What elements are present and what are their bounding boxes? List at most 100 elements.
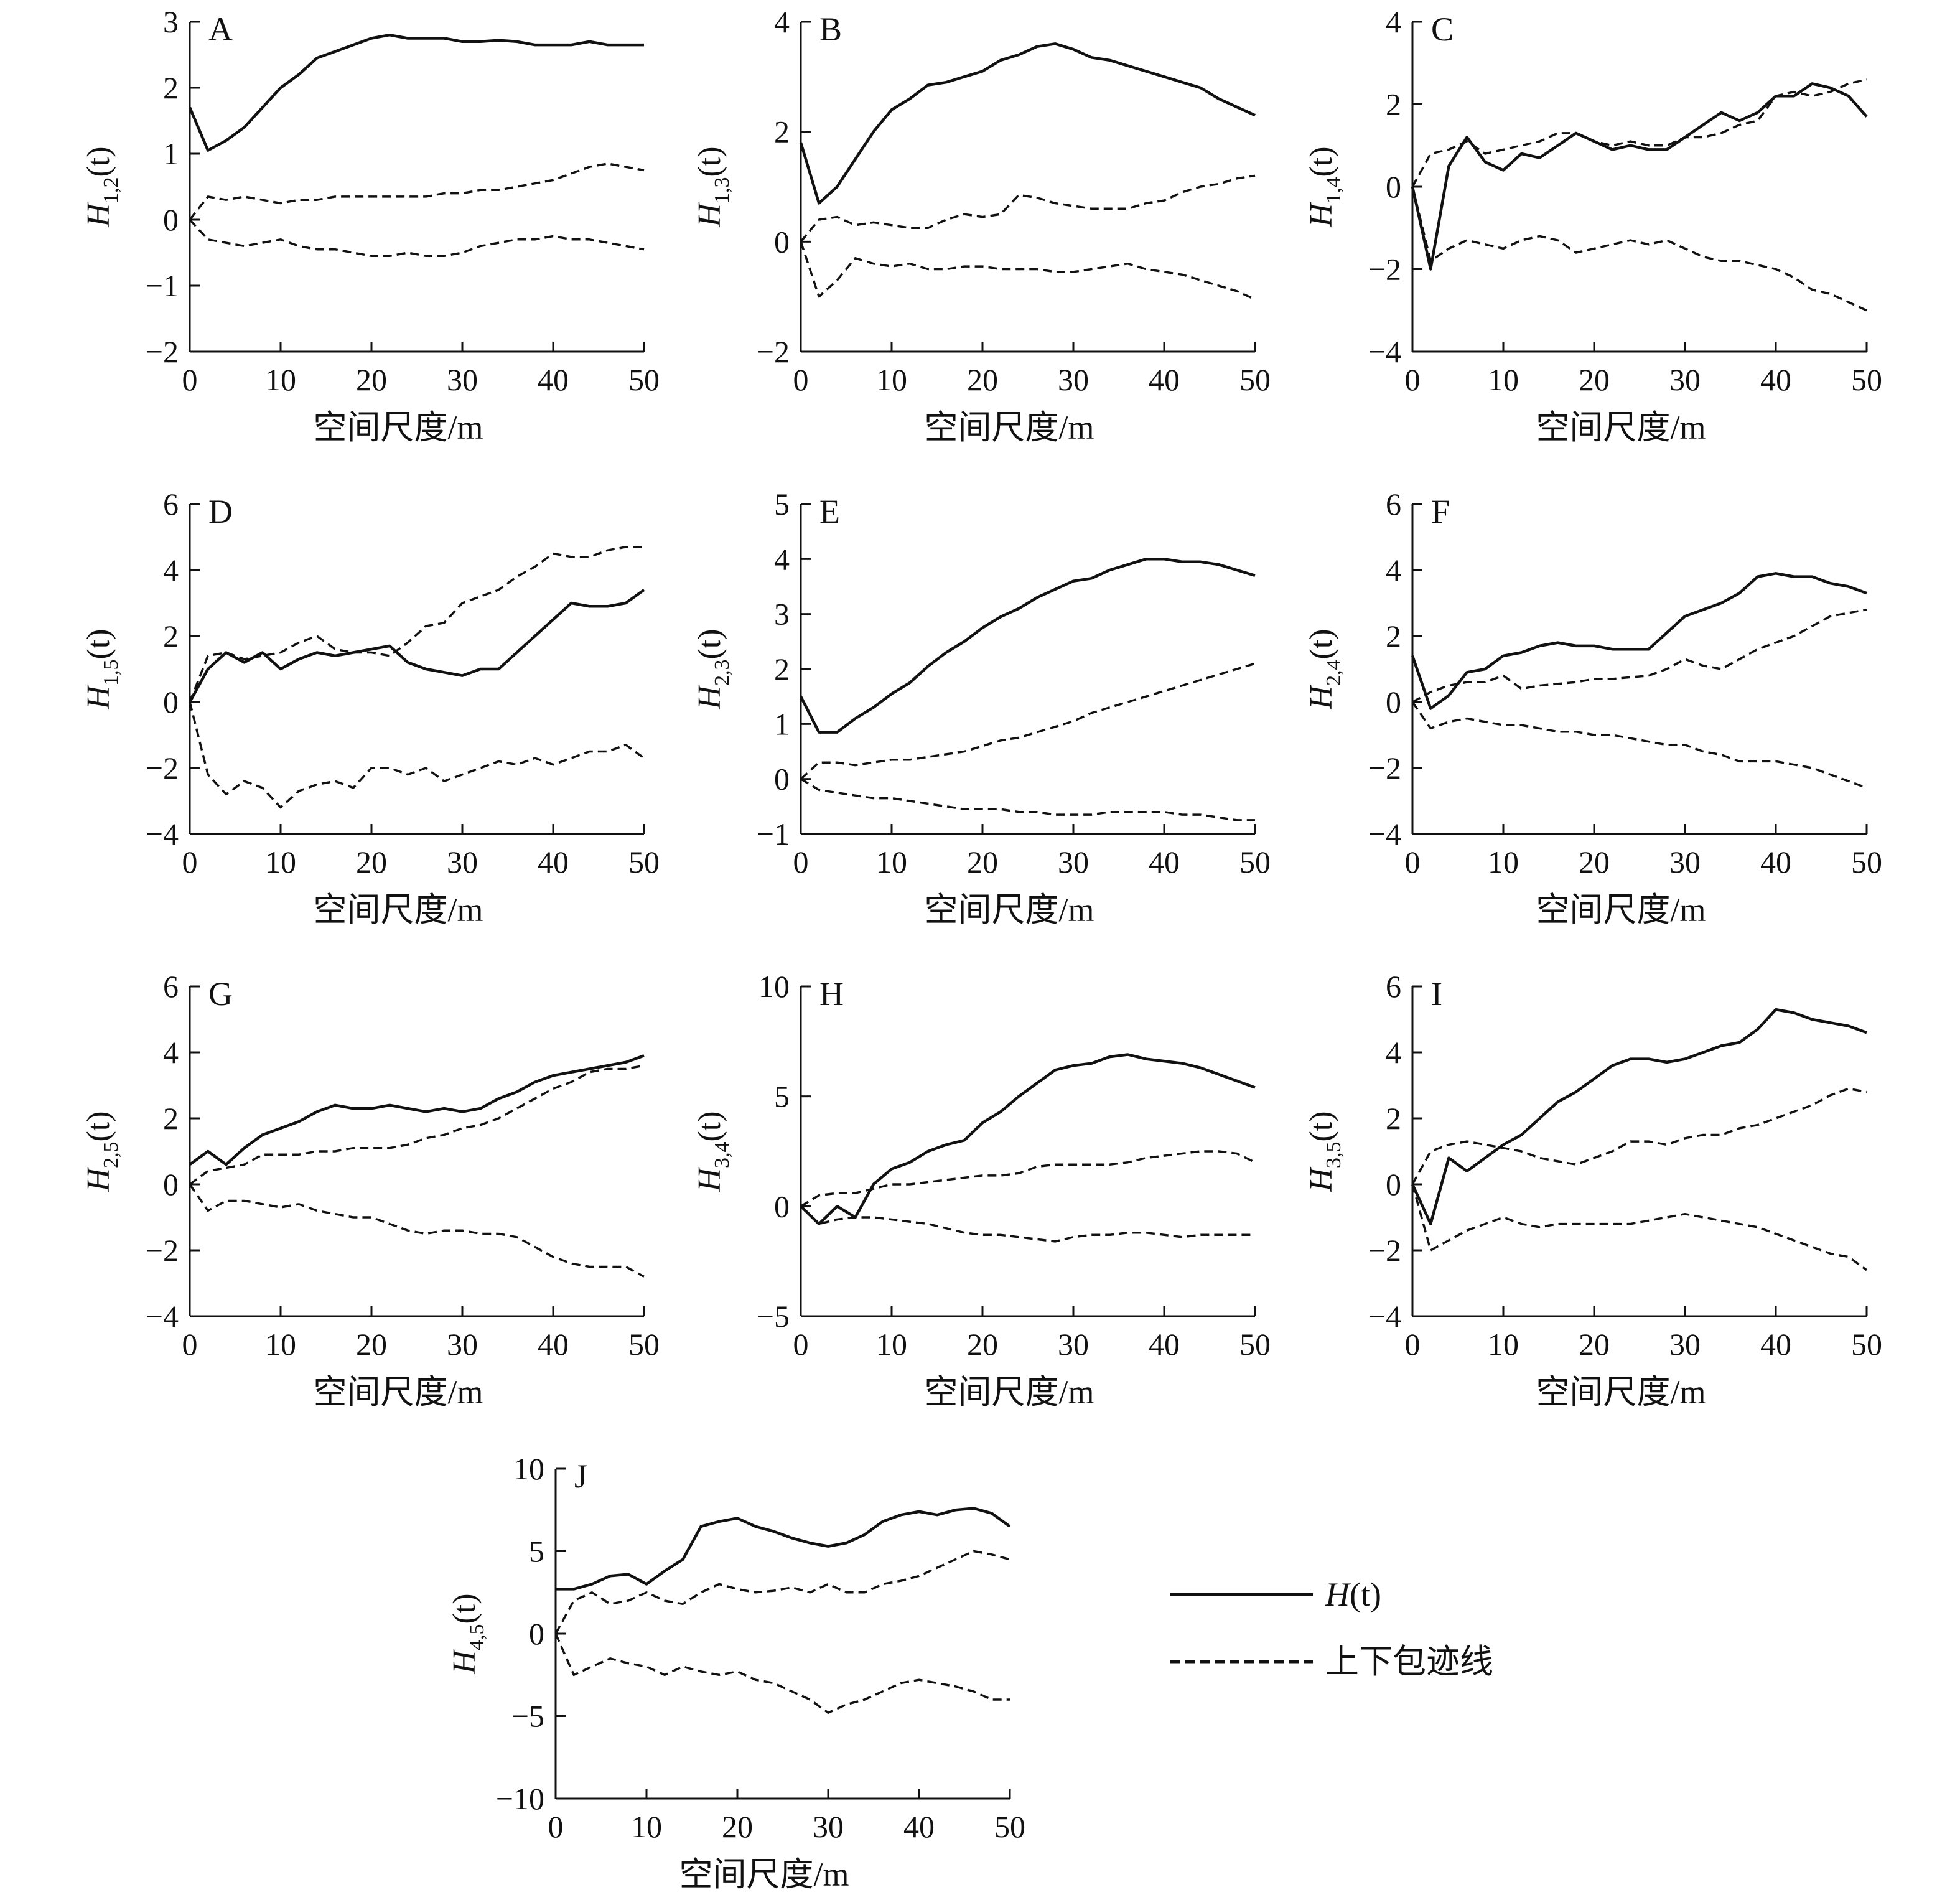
x-tick-label: 20 [356,1327,387,1362]
y-axis-label-arg: (t) [81,629,116,659]
x-tick-label: 30 [1669,845,1701,879]
y-tick-label: −4 [1368,1299,1401,1334]
chart-panel-g: −4 −2 0 2 4 6 0 10 20 30 40 50 G 空间尺度/m H2,5(t) [81,969,660,1411]
y-tick-label: 0 [1386,1167,1401,1202]
y-tick-label: 4 [163,1035,179,1070]
panel-label: C [1431,11,1454,48]
y-axis-label-arg: (t) [692,629,727,659]
x-tick-label: 40 [1149,362,1180,397]
series-h-t [1411,572,1867,710]
series-lower-envelope [1411,701,1867,789]
panel-label: J [574,1458,587,1495]
y-tick-label: 0 [774,1189,790,1224]
chart-panel-d: −4 −2 0 2 4 6 0 10 20 30 40 50 D 空间尺度/m H1,5(t) [81,487,660,929]
series-upper-envelope [554,1550,1010,1634]
x-tick-label: 0 [548,1809,564,1844]
x-axis-label: 空间尺度/m [313,891,483,929]
x-tick-label: 0 [182,1327,198,1362]
y-axis-label-sub: 1,3 [711,177,734,204]
y-tick-label: 4 [1386,4,1401,39]
x-tick-label: 0 [793,1327,809,1362]
y-tick-label: 2 [163,70,179,105]
y-tick-label: 0 [774,224,790,259]
legend: H(t) 上下包迹线 [1170,1576,1493,1680]
panel-label: B [819,11,842,48]
y-tick-label: −2 [1368,1233,1401,1268]
x-tick-label: 40 [1760,1327,1791,1362]
chart-panel-f: −4 −2 0 2 4 6 0 10 20 30 40 50 F 空间尺度/m H2,4(t) [1304,487,1882,929]
series-h-t [799,42,1256,205]
x-tick-label: 0 [793,845,809,879]
y-axis-label-sub: 2,5 [100,1142,123,1169]
x-tick-label: 30 [447,1327,478,1362]
y-axis-label-sub: 1,4 [1322,177,1345,204]
y-tick-label: −10 [496,1781,544,1816]
x-tick-label: 40 [538,845,569,879]
series-lower-envelope [189,218,645,258]
y-tick-label: −4 [1368,817,1401,851]
x-tick-label: 10 [1488,1327,1519,1362]
x-axis-label: 空间尺度/m [679,1856,849,1893]
y-axis-label-letter: H [81,1167,116,1192]
y-tick-label: −2 [146,1233,179,1268]
y-axis-label: H2,3(t) [692,629,734,709]
y-axis-label-letter: H [692,202,727,228]
y-tick-label: −2 [146,334,179,369]
y-axis-label: H3,5(t) [1304,1111,1345,1192]
series-lower-envelope [1411,186,1867,312]
y-axis-label-arg: (t) [447,1593,482,1624]
x-tick-label: 10 [1488,362,1519,397]
y-tick-label: 0 [1386,685,1401,719]
series-upper-envelope [800,174,1256,243]
y-tick-label: 4 [163,553,179,587]
x-tick-label: 10 [1488,845,1519,879]
y-axis-label: H2,4(t) [1304,629,1345,709]
series-lower-envelope [800,778,1255,821]
y-axis-label-letter: H [447,1649,482,1675]
x-tick-label: 20 [722,1809,753,1844]
series-h-t [800,1053,1256,1225]
y-tick-label: 2 [1386,619,1401,653]
x-tick-label: 30 [447,362,478,397]
x-tick-label: 50 [994,1809,1025,1844]
x-tick-label: 20 [356,362,387,397]
y-tick-label: 5 [529,1534,544,1569]
x-tick-label: 40 [903,1809,935,1844]
y-axis-label: H3,4(t) [692,1111,734,1192]
y-axis-label-letter: H [1304,202,1339,228]
y-axis-label: H1,3(t) [692,146,734,227]
x-axis-label: 空间尺度/m [924,1374,1094,1411]
x-tick-label: 40 [538,1327,569,1362]
x-tick-label: 10 [876,362,907,397]
x-tick-label: 50 [628,362,660,397]
x-axis-label: 空间尺度/m [924,409,1094,446]
y-tick-label: 6 [1386,487,1401,522]
series-h-t [556,1507,1011,1591]
x-tick-label: 50 [1851,1327,1882,1362]
x-tick-label: 0 [793,362,809,397]
y-tick-label: 2 [1386,1101,1401,1136]
y-tick-label: 2 [163,1101,179,1136]
x-tick-label: 50 [628,1327,660,1362]
y-axis-label: H2,5(t) [81,1111,123,1192]
y-axis-label-arg: (t) [692,146,727,177]
x-tick-label: 20 [967,1327,998,1362]
y-axis-label-letter: H [1304,685,1339,710]
y-tick-label: 0 [1386,169,1401,204]
x-tick-label: 10 [265,362,296,397]
chart-panel-j: −10 −5 0 5 10 0 10 20 30 40 50 J 空间尺度/m H4,5(t) [447,1451,1025,1893]
y-tick-label: 5 [774,487,790,522]
legend-solid-label: H(t) [1325,1576,1381,1613]
series-upper-envelope [189,546,644,703]
y-axis-label-letter: H [81,202,116,228]
x-tick-label: 20 [1579,1327,1610,1362]
chart-panel-i: −4 −2 0 2 4 6 0 10 20 30 40 50 I 空间尺度/m H3,5(t) [1304,969,1882,1411]
y-tick-label: 2 [163,619,179,653]
panel-label: H [819,975,844,1013]
y-tick-label: 6 [163,969,179,1004]
y-axis-label-letter: H [692,1167,727,1192]
series-h-t [188,33,644,152]
